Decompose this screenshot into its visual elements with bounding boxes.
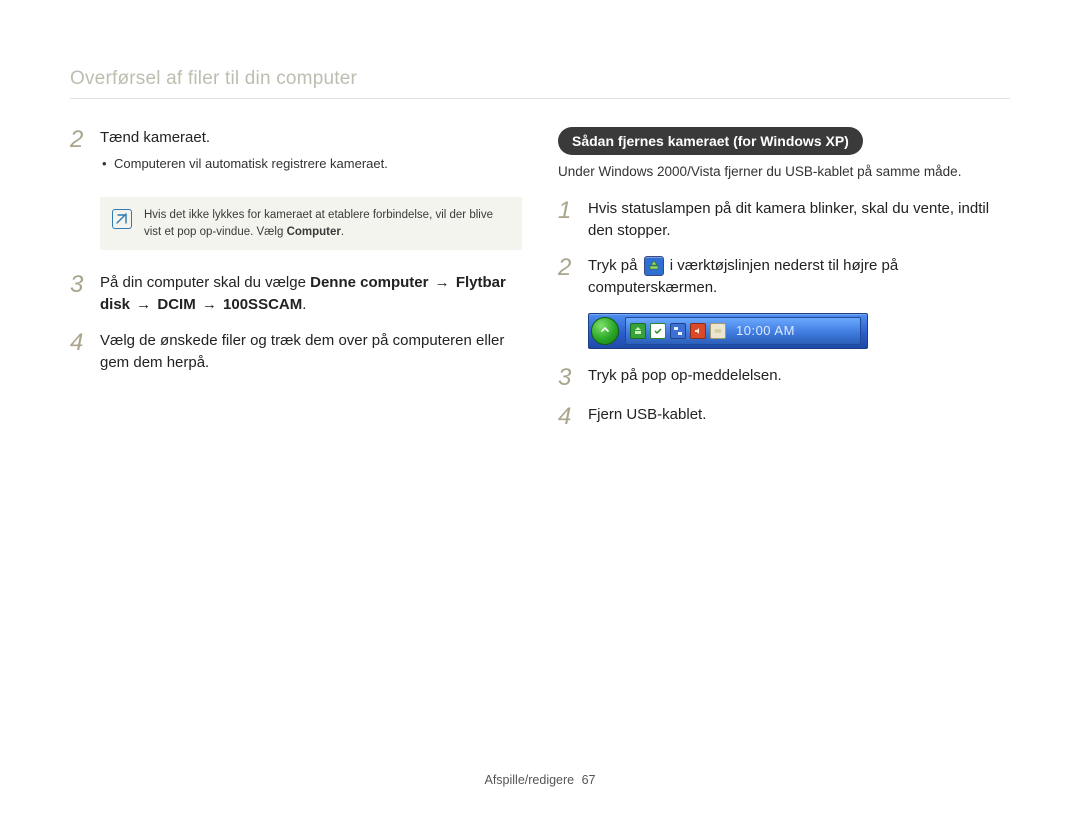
start-button-icon bbox=[591, 317, 619, 345]
step-text: Tænd kameraet. bbox=[100, 129, 210, 146]
page-title: Overførsel af filer til din computer bbox=[70, 68, 1010, 99]
step-number: 4 bbox=[70, 330, 88, 355]
right-step-3: 3 Tryk på pop op-meddelelsen. bbox=[558, 365, 1010, 390]
step-body: Tænd kameraet. Computeren vil automatisk… bbox=[100, 127, 522, 183]
left-column: 2 Tænd kameraet. Computeren vil automati… bbox=[70, 127, 522, 443]
step-number: 4 bbox=[558, 404, 576, 429]
step-number: 3 bbox=[70, 272, 88, 297]
arrow-icon: → bbox=[130, 296, 157, 313]
footer-section: Afspille/redigere bbox=[484, 773, 574, 787]
path-part: DCIM bbox=[157, 296, 195, 313]
section-badge: Sådan fjernes kameraet (for Windows XP) bbox=[558, 127, 863, 155]
left-step-2: 2 Tænd kameraet. Computeren vil automati… bbox=[70, 127, 522, 183]
step-number: 2 bbox=[70, 127, 88, 152]
page-footer: Afspille/redigere 67 bbox=[0, 773, 1080, 787]
step-body: På din computer skal du vælge Denne comp… bbox=[100, 272, 522, 316]
taskbar-clock: 10:00 AM bbox=[730, 323, 795, 338]
tray-shield-icon bbox=[650, 323, 666, 339]
note-text: Hvis det ikke lykkes for kameraet at eta… bbox=[144, 207, 508, 240]
safely-remove-hardware-icon bbox=[644, 256, 664, 276]
note-icon bbox=[112, 207, 132, 229]
left-step-4: 4 Vælg de ønskede filer og træk dem over… bbox=[70, 330, 522, 374]
note-box: Hvis det ikke lykkes for kameraet at eta… bbox=[100, 197, 522, 250]
arrow-icon: → bbox=[196, 296, 223, 313]
left-step-3: 3 På din computer skal du vælge Denne co… bbox=[70, 272, 522, 316]
step-number: 1 bbox=[558, 198, 576, 223]
step-text: Vælg de ønskede filer og træk dem over p… bbox=[100, 330, 522, 374]
right-step-1: 1 Hvis statuslampen på dit kamera blinke… bbox=[558, 198, 1010, 242]
tray-hardware-icon bbox=[630, 323, 646, 339]
step-suffix: . bbox=[302, 296, 306, 313]
right-column: Sådan fjernes kameraet (for Windows XP) … bbox=[558, 127, 1010, 443]
bullet-item: Computeren vil automatisk registrere kam… bbox=[102, 155, 522, 173]
windows-taskbar: 10:00 AM bbox=[588, 313, 868, 349]
section-subnote: Under Windows 2000/Vista fjerner du USB-… bbox=[558, 163, 1010, 182]
bullet-list: Computeren vil automatisk registrere kam… bbox=[100, 155, 522, 173]
step-prefix: På din computer skal du vælge bbox=[100, 274, 310, 291]
step-text: Tryk på pop op-meddelelsen. bbox=[588, 365, 1010, 387]
tray-network-icon bbox=[670, 323, 686, 339]
path-part: 100SSCAM bbox=[223, 296, 302, 313]
note-suffix: . bbox=[341, 226, 344, 238]
footer-page-number: 67 bbox=[578, 773, 596, 787]
two-column-layout: 2 Tænd kameraet. Computeren vil automati… bbox=[70, 127, 1010, 443]
step-body: Tryk på i værktøjslinjen nederst til høj… bbox=[588, 255, 1010, 299]
tray-volume-icon bbox=[690, 323, 706, 339]
step-number: 3 bbox=[558, 365, 576, 390]
system-tray: 10:00 AM bbox=[625, 317, 861, 345]
step-text: Fjern USB-kablet. bbox=[588, 404, 1010, 426]
step-before: Tryk på bbox=[588, 257, 642, 274]
step-text: Hvis statuslampen på dit kamera blinker,… bbox=[588, 198, 1010, 242]
tray-notification-icon bbox=[710, 323, 726, 339]
arrow-icon: → bbox=[428, 274, 455, 291]
page: Overførsel af filer til din computer 2 T… bbox=[0, 0, 1080, 815]
right-step-4: 4 Fjern USB-kablet. bbox=[558, 404, 1010, 429]
step-number: 2 bbox=[558, 255, 576, 280]
right-step-2: 2 Tryk på i værktøjslinjen nederst til h… bbox=[558, 255, 1010, 299]
note-bold: Computer bbox=[287, 226, 341, 238]
path-part: Denne computer bbox=[310, 274, 428, 291]
